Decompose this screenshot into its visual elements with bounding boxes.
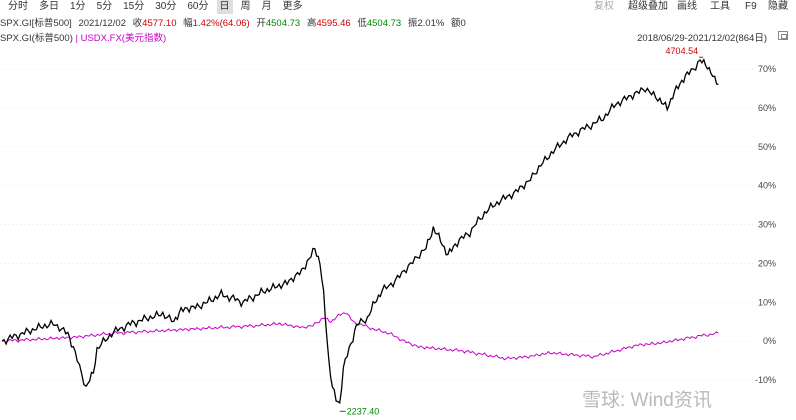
super-overlay-button[interactable]: 超级叠加 — [628, 1, 668, 12]
y-tick-label: 30% — [758, 220, 776, 230]
y-tick-label: 40% — [758, 181, 776, 191]
change-value: 1.42%(64.06) — [192, 18, 250, 29]
spx-series-line — [1, 58, 719, 405]
high-value: 4595.46 — [316, 18, 351, 29]
tools-button[interactable]: 工具 — [710, 1, 730, 12]
hide-button[interactable]: 隐藏 — [768, 1, 788, 12]
period-toolbar: 分时 多日 1分 5分 15分 30分 60分 日 周 月 更多 — [0, 0, 796, 14]
y-tick-label: 0% — [763, 336, 776, 346]
tab-multi-day[interactable]: 多日 — [39, 1, 59, 12]
volume-label: 额 — [450, 18, 461, 29]
symbol-name: SPX.GI[标普500] — [0, 18, 72, 29]
draw-line-button[interactable]: 画线 — [677, 1, 697, 12]
y-tick-label: 20% — [758, 258, 776, 268]
tab-30min[interactable]: 30分 — [155, 1, 177, 12]
change-label: 幅 — [183, 18, 193, 29]
legend-usdx[interactable]: USDX.FX(美元指数) — [80, 33, 167, 44]
y-tick-label: 70% — [758, 64, 776, 74]
maximize-icon[interactable] — [778, 31, 788, 40]
y-tick-label: 50% — [758, 142, 776, 152]
y-tick-label: 10% — [758, 297, 776, 307]
low-label: 低 — [357, 18, 367, 29]
y-axis-ticks: 70% 60% 50% 40% 30% 20% 10% 0% -10% — [755, 64, 776, 385]
date-range: 2018/06/29-2021/12/02(864日) — [637, 33, 767, 44]
amplitude-value: 2.01% — [417, 18, 445, 29]
volume-value: 0 — [460, 18, 466, 29]
tab-day[interactable]: 日 — [216, 0, 233, 14]
series-legend: SPX.GI(标普500) | USDX.FX(美元指数) — [0, 30, 796, 44]
fuquan-button[interactable]: 复权 — [594, 1, 614, 12]
high-annotation: 4704.54 — [666, 46, 699, 56]
legend-spx[interactable]: SPX.GI(标普500) — [0, 33, 73, 44]
high-label: 高 — [306, 18, 317, 29]
low-value: 4504.73 — [366, 18, 402, 29]
tab-month[interactable]: 月 — [261, 1, 272, 12]
low-annotation: 2237.40 — [347, 406, 380, 416]
tab-fenshi[interactable]: 分时 — [8, 1, 28, 12]
tab-week[interactable]: 周 — [240, 1, 251, 12]
quote-info-bar: SPX.GI[标普500] 2021/12/02 收4577.10 幅1.42%… — [0, 15, 796, 29]
tab-5min[interactable]: 5分 — [96, 1, 113, 12]
open-value: 4504.73 — [265, 18, 301, 29]
tab-60min[interactable]: 60分 — [187, 1, 209, 12]
f9-button[interactable]: F9 — [745, 1, 757, 12]
close-label: 收 — [132, 18, 143, 29]
watermark: 雪球: Wind资讯 — [582, 390, 712, 411]
y-tick-label: -10% — [755, 375, 776, 385]
legend-separator: | — [75, 33, 78, 44]
tab-more[interactable]: 更多 — [282, 1, 303, 12]
amplitude-label: 振 — [407, 18, 418, 29]
close-value: 4577.10 — [142, 18, 177, 29]
quote-date: 2021/12/02 — [78, 18, 126, 29]
tab-15min[interactable]: 15分 — [123, 1, 145, 12]
open-label: 开 — [256, 18, 266, 29]
usdx-series-line — [1, 312, 719, 361]
tab-1min[interactable]: 1分 — [70, 1, 86, 12]
y-tick-label: 60% — [758, 103, 776, 113]
